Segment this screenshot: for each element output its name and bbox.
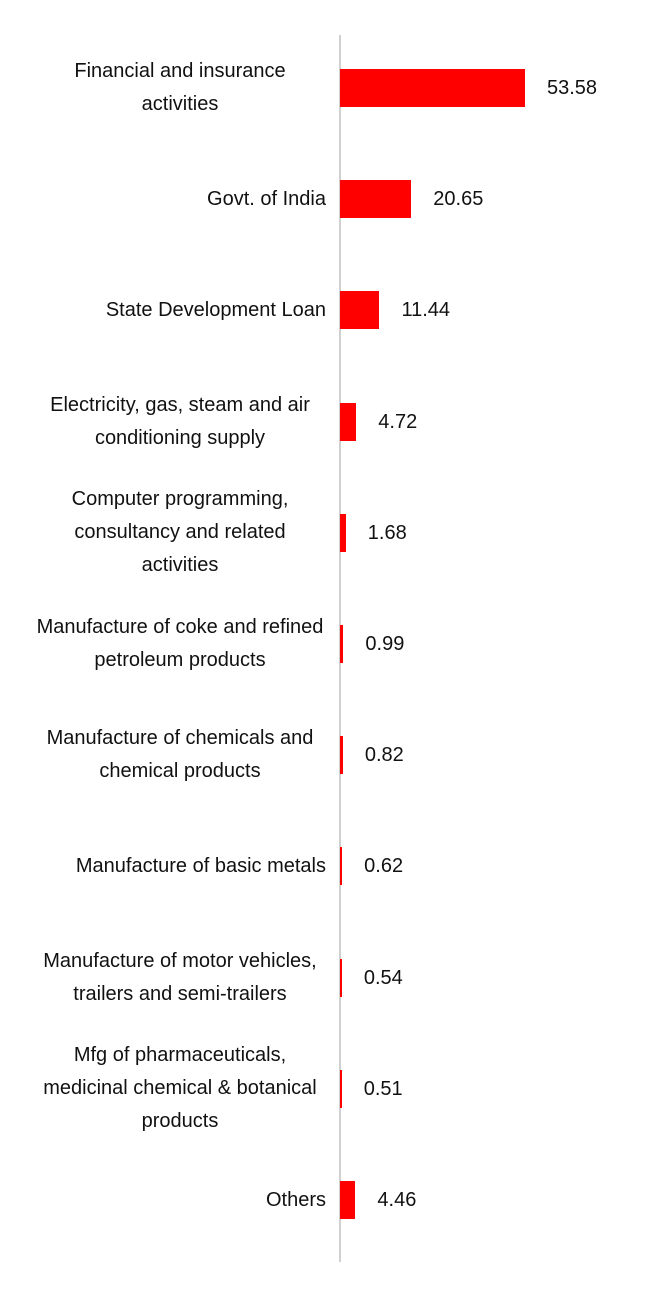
- category-label: Govt. of India: [207, 187, 326, 210]
- category-label-wrap: Manufacture of basic metals: [20, 806, 326, 926]
- bar: [340, 180, 412, 219]
- category-label-wrap: Manufacture of chemicals and chemical pr…: [20, 695, 326, 815]
- category-label: Manufacture of basic metals: [75, 854, 326, 877]
- value-label: 11.44: [401, 299, 451, 322]
- category-label-wrap: Mfg of pharmaceuticals, medicinal chemic…: [20, 1029, 326, 1149]
- category-label-wrap: State Development Loan: [20, 250, 326, 370]
- bar: [340, 402, 357, 441]
- category-label: Computer programming, consultancy and re…: [71, 488, 289, 577]
- bar: [340, 1069, 342, 1108]
- value-label: 0.51: [363, 1077, 403, 1100]
- value-label: 4.72: [378, 410, 418, 433]
- category-label: Mfg of pharmaceuticals, medicinal chemic…: [43, 1044, 317, 1133]
- category-label-wrap: Manufacture of coke and refined petroleu…: [20, 584, 326, 704]
- bar: [340, 958, 342, 997]
- category-label: Manufacture of chemicals and chemical pr…: [46, 727, 314, 783]
- category-label: Manufacture of coke and refined petroleu…: [36, 616, 324, 671]
- bar: [340, 69, 525, 107]
- category-label-wrap: Govt. of India: [20, 139, 326, 259]
- bar: [340, 736, 343, 775]
- value-label: 4.46: [377, 1189, 417, 1211]
- category-label: State Development Loan: [105, 298, 326, 321]
- bar: [340, 625, 344, 663]
- bar: [340, 1181, 356, 1219]
- bar: [340, 513, 346, 552]
- bar: [340, 291, 380, 330]
- category-label-wrap: Computer programming, consultancy and re…: [20, 473, 326, 593]
- category-label: Manufacture of motor vehicles, trailers …: [43, 949, 317, 1005]
- value-label: 0.99: [365, 633, 405, 655]
- category-label-wrap: Financial and insurance activities: [20, 28, 326, 148]
- value-label: 53.58: [547, 77, 598, 99]
- category-label: Financial and insurance activities: [74, 60, 286, 115]
- category-label-wrap: Electricity, gas, steam and air conditio…: [20, 362, 326, 482]
- category-label: Electricity, gas, steam and air conditio…: [50, 393, 310, 449]
- category-label-wrap: Manufacture of motor vehicles, trailers …: [20, 918, 326, 1038]
- value-label: 0.62: [364, 855, 404, 878]
- value-label: 20.65: [433, 188, 484, 211]
- category-label-wrap: Others: [20, 1140, 326, 1260]
- category-label: Others: [265, 1188, 326, 1211]
- value-label: 0.54: [363, 966, 403, 989]
- value-label: 1.68: [367, 521, 407, 544]
- value-label: 0.82: [364, 744, 404, 767]
- bar: [340, 847, 343, 886]
